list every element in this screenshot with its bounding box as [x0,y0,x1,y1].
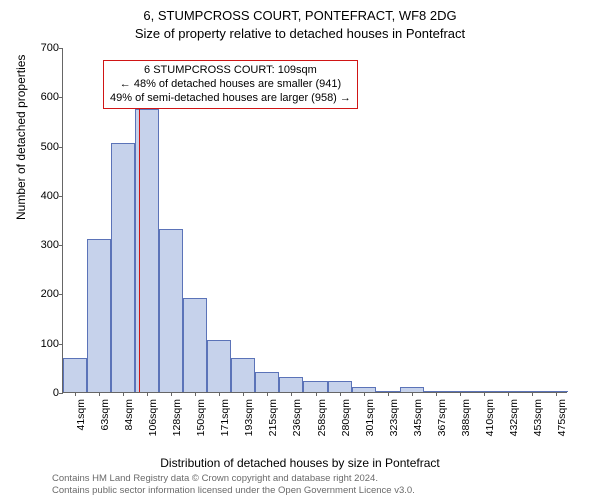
x-tick-label: 215sqm [267,399,268,436]
x-tick-mark [316,392,317,396]
x-tick-label: 301sqm [364,399,365,436]
y-tick-label: 300 [23,239,59,251]
x-tick-label: 323sqm [388,399,389,436]
annotation-box: 6 STUMPCROSS COURT: 109sqm ← 48% of deta… [103,60,358,109]
y-tick-label: 400 [23,190,59,202]
histogram-bar [231,358,255,393]
plot-area: 6 STUMPCROSS COURT: 109sqm ← 48% of deta… [62,48,567,393]
x-tick-label: 193sqm [243,399,244,436]
y-tick-label: 0 [23,387,59,399]
y-tick-mark [59,196,63,197]
x-tick-mark [532,392,533,396]
x-axis-label: Distribution of detached houses by size … [0,456,600,470]
histogram-bar [63,358,87,393]
x-tick-mark [147,392,148,396]
histogram-bar [328,381,352,392]
x-tick-label: 258sqm [316,399,317,436]
x-tick-mark [556,392,557,396]
histogram-bar [183,298,207,392]
x-tick-label: 345sqm [412,399,413,436]
x-tick-label: 453sqm [532,399,533,436]
x-tick-mark [219,392,220,396]
histogram-bar [159,229,183,392]
chart-title-main: 6, STUMPCROSS COURT, PONTEFRACT, WF8 2DG [0,8,600,23]
x-tick-mark [484,392,485,396]
x-tick-label: 41sqm [75,399,76,431]
y-tick-mark [59,97,63,98]
x-tick-label: 432sqm [508,399,509,436]
x-tick-mark [412,392,413,396]
histogram-bar [279,377,303,392]
y-tick-mark [59,245,63,246]
x-tick-mark [243,392,244,396]
property-marker-line [139,109,140,392]
x-tick-mark [460,392,461,396]
x-tick-mark [171,392,172,396]
x-tick-label: 388sqm [460,399,461,436]
histogram-bar [255,372,279,392]
plot-inner: 6 STUMPCROSS COURT: 109sqm ← 48% of deta… [62,48,567,393]
chart-container: 6, STUMPCROSS COURT, PONTEFRACT, WF8 2DG… [0,0,600,500]
x-tick-label: 150sqm [195,399,196,436]
x-tick-label: 63sqm [99,399,100,431]
x-tick-mark [388,392,389,396]
x-tick-label: 236sqm [291,399,292,436]
x-tick-mark [508,392,509,396]
x-tick-mark [75,392,76,396]
x-tick-label: 128sqm [171,399,172,436]
y-tick-label: 200 [23,288,59,300]
histogram-bar [207,340,231,392]
x-tick-mark [340,392,341,396]
x-tick-mark [291,392,292,396]
footer-attribution: Contains HM Land Registry data © Crown c… [52,473,415,496]
y-tick-label: 100 [23,338,59,350]
x-tick-label: 410sqm [484,399,485,436]
y-tick-label: 700 [23,42,59,54]
x-tick-mark [364,392,365,396]
footer-line2: Contains public sector information licen… [52,485,415,496]
x-tick-mark [436,392,437,396]
annotation-line2: ← 48% of detached houses are smaller (94… [110,78,351,92]
x-tick-mark [267,392,268,396]
x-tick-mark [123,392,124,396]
x-tick-mark [99,392,100,396]
x-tick-label: 475sqm [556,399,557,436]
y-tick-mark [59,294,63,295]
y-tick-mark [59,393,63,394]
histogram-bar [303,381,327,392]
x-tick-mark [195,392,196,396]
x-tick-label: 171sqm [219,399,220,436]
x-tick-label: 367sqm [436,399,437,436]
footer-line1: Contains HM Land Registry data © Crown c… [52,473,415,484]
annotation-line3: 49% of semi-detached houses are larger (… [110,92,351,106]
y-tick-mark [59,344,63,345]
annotation-line1: 6 STUMPCROSS COURT: 109sqm [110,64,351,78]
y-tick-mark [59,48,63,49]
histogram-bar [87,239,111,392]
x-tick-label: 84sqm [123,399,124,431]
y-tick-label: 500 [23,141,59,153]
chart-title-sub: Size of property relative to detached ho… [0,26,600,41]
histogram-bar [111,143,135,392]
x-tick-label: 106sqm [147,399,148,436]
y-tick-mark [59,147,63,148]
x-tick-label: 280sqm [340,399,341,436]
y-tick-label: 600 [23,91,59,103]
